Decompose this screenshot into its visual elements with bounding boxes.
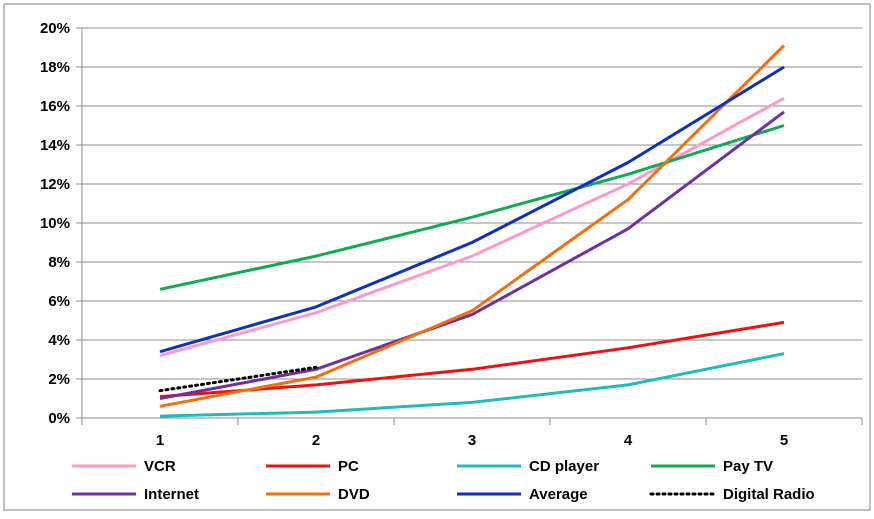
legend-item-pay-tv: Pay TV <box>651 458 773 475</box>
series-line-internet <box>159 110 785 400</box>
y-tick-label: 8% <box>48 254 70 271</box>
y-tick-label: 16% <box>40 98 70 115</box>
series-line-cd-player <box>159 352 785 418</box>
legend-label: Average <box>529 486 588 503</box>
y-tick-label: 4% <box>48 332 70 349</box>
legend-item-vcr: VCR <box>72 458 176 475</box>
series-line-pc <box>159 320 785 399</box>
series-line-average <box>159 65 785 354</box>
y-tick-label: 10% <box>40 215 70 232</box>
legend-label: PC <box>338 458 359 475</box>
legend-item-dvd: DVD <box>266 486 370 503</box>
y-tick-label: 6% <box>48 293 70 310</box>
y-tick-label: 14% <box>40 137 70 154</box>
series-line-pay-tv <box>159 124 785 291</box>
x-tick-label: 4 <box>624 432 633 449</box>
legend-item-pc: PC <box>266 458 359 475</box>
legend-item-internet: Internet <box>72 486 199 503</box>
y-tick-label: 20% <box>40 20 70 37</box>
legend-item-digital-radio: Digital Radio <box>649 486 815 503</box>
legend-label: CD player <box>529 458 599 475</box>
legend-label: DVD <box>338 486 370 503</box>
axes: 0% 2% 4% 6% 8% 10% 12% 14% 16% 18% 20% 1 2 3 4 5 <box>40 20 863 449</box>
x-tick-label: 3 <box>468 432 476 449</box>
y-tick-label: 2% <box>48 371 70 388</box>
legend-label: Pay TV <box>723 458 773 475</box>
x-tick-label: 1 <box>156 432 164 449</box>
legend-item-cd-player: CD player <box>457 458 599 475</box>
legend: VCR PC CD player Pay TV Internet DVD Average Di… <box>72 458 815 503</box>
series-line-digital-radio <box>158 365 318 393</box>
legend-label: Digital Radio <box>723 486 815 503</box>
legend-item-average: Average <box>457 486 588 503</box>
y-tick-label: 18% <box>40 59 70 76</box>
x-tick-label: 5 <box>780 432 788 449</box>
y-tick-label: 12% <box>40 176 70 193</box>
series-line-dvd <box>159 44 786 408</box>
series-lines <box>158 44 786 418</box>
legend-label: VCR <box>144 458 176 475</box>
legend-label: Internet <box>144 486 199 503</box>
x-tick-label: 2 <box>312 432 320 449</box>
y-tick-label: 0% <box>48 410 70 427</box>
series-line-vcr <box>159 96 785 358</box>
